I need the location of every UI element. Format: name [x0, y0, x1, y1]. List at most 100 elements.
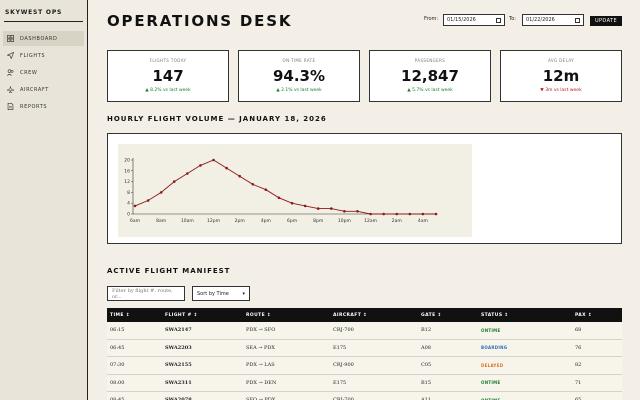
- data-point: [303, 204, 307, 208]
- cell-flight: SWA2203: [165, 344, 192, 351]
- brand-divider: [4, 21, 83, 22]
- kpi-value: 147: [152, 67, 184, 85]
- table-row[interactable]: 06:15 SWA2147 PDX → SFO CRJ-700 B12 ONTIME 68: [107, 322, 622, 340]
- data-point: [251, 183, 255, 186]
- data-point: [408, 212, 412, 216]
- y-tick-label: 20: [124, 158, 130, 164]
- document-icon: [7, 103, 14, 110]
- data-point: [238, 174, 241, 178]
- data-point: [421, 212, 425, 216]
- column-header-time[interactable]: TIME ↕: [110, 312, 131, 318]
- sidebar-item-label: FLIGHTS: [20, 52, 46, 59]
- cell-status: ONTIME: [481, 380, 501, 386]
- cell-aircraft: E175: [333, 344, 347, 351]
- cell-pax: 71: [575, 379, 582, 386]
- cell-gate: C05: [421, 362, 432, 369]
- cell-flight: SWA2155: [165, 362, 192, 369]
- sort-select[interactable]: Sort by Time ▾: [192, 286, 250, 301]
- cell-gate: A08: [421, 344, 431, 351]
- kpi-card-on-time-rate: ON-TIME RATE 94.3% ▲ 2.1% vs last week: [238, 50, 360, 102]
- cell-flight: SWA2078: [165, 392, 192, 400]
- cell-aircraft: CRJ-700: [333, 392, 354, 400]
- y-tick-label: 4: [127, 201, 130, 207]
- data-point: [290, 201, 294, 205]
- sidebar-item-dashboard[interactable]: DASHBOARD: [3, 31, 84, 46]
- x-tick-label: 10pm: [338, 218, 351, 224]
- cell-route: PDX → DEN: [246, 379, 277, 386]
- kpi-delta: ▼ 3m vs last week: [540, 88, 582, 93]
- update-button[interactable]: UPDATE: [590, 16, 622, 26]
- sidebar: SKYWEST OPS DASHBOARD FLIGHTS CREW AIRCR…: [0, 0, 88, 400]
- kpi-card-passengers: PASSENGERS 12,847 ▲ 5.7% vs last week: [369, 50, 491, 102]
- sort-select-value: Sort by Time: [197, 290, 229, 297]
- kpi-label: PASSENGERS: [414, 58, 446, 63]
- sidebar-item-reports[interactable]: REPORTS: [3, 99, 84, 114]
- data-point: [146, 199, 150, 202]
- cell-time: 06:15: [110, 327, 125, 334]
- table-row[interactable]: 08:45 SWA2078 SFO → PDX CRJ-700 A11 ONTIME 65: [107, 392, 622, 400]
- sidebar-item-flights[interactable]: FLIGHTS: [3, 48, 84, 63]
- column-header-status[interactable]: STATUS ↕: [481, 312, 509, 318]
- cell-status: ONTIME: [481, 392, 500, 400]
- to-date-input[interactable]: 01/22/2026: [522, 14, 584, 26]
- manifest-table: TIME ↕ FLIGHT # ↕ ROUTE ↕ AIRCRAFT ↕ GAT…: [107, 308, 622, 400]
- paper-plane-icon: [7, 52, 14, 59]
- x-tick-label: 4am: [418, 218, 428, 224]
- cell-gate: B12: [421, 327, 432, 334]
- brand-title: SKYWEST OPS: [5, 9, 63, 16]
- data-point: [395, 212, 399, 216]
- column-header-pax[interactable]: PAX ↕: [575, 312, 593, 318]
- to-date-value: 01/22/2026: [526, 17, 555, 23]
- kpi-label: ON-TIME RATE: [282, 58, 316, 63]
- to-label: To:: [509, 16, 516, 22]
- data-point: [434, 212, 438, 216]
- kpi-delta: ▲ 5.7% vs last week: [407, 88, 453, 93]
- kpi-card-avg-delay: AVG DELAY 12m ▼ 3m vs last week: [500, 50, 622, 102]
- chart-section-title: HOURLY FLIGHT VOLUME — JANUARY 18, 2026: [107, 115, 327, 123]
- table-row[interactable]: 08:00 SWA2311 PDX → DEN E175 B15 ONTIME 71: [107, 374, 622, 392]
- cell-flight: SWA2311: [165, 379, 192, 386]
- data-point: [172, 180, 176, 183]
- calendar-icon[interactable]: [496, 17, 501, 23]
- cell-flight: SWA2147: [165, 327, 192, 334]
- cell-status: DELAYED: [481, 362, 504, 368]
- x-tick-label: 8am: [156, 218, 166, 224]
- cell-aircraft: CRJ-900: [333, 362, 354, 369]
- cell-route: SEA → PDX: [246, 344, 275, 351]
- x-tick-label: 6pm: [287, 218, 297, 224]
- y-tick-label: 16: [124, 168, 130, 174]
- table-row[interactable]: 06:45 SWA2203 SEA → PDX E175 A08 BOARDING 76: [107, 339, 622, 357]
- sidebar-item-label: REPORTS: [20, 103, 48, 110]
- kpi-value: 12m: [542, 67, 580, 85]
- data-point: [356, 210, 359, 213]
- cell-gate: B15: [421, 379, 432, 386]
- cell-status: BOARDING: [481, 345, 508, 351]
- from-date-input[interactable]: 01/15/2026: [443, 14, 505, 26]
- grid-icon: [7, 35, 14, 42]
- kpi-delta: ▲ 2.1% vs last week: [276, 88, 322, 93]
- sidebar-item-aircraft[interactable]: AIRCRAFT: [3, 82, 84, 97]
- cell-time: 08:45: [110, 392, 124, 400]
- kpi-label: FLIGHTS TODAY: [149, 58, 187, 63]
- chart-panel: 0 4 8 12 16 20 6am 8am 10am 12pm 2pm 4pm 6pm 8pm 10pm 1…: [107, 133, 622, 244]
- column-header-route[interactable]: ROUTE ↕: [246, 312, 272, 318]
- data-point: [277, 196, 281, 200]
- table-row[interactable]: 07:30 SWA2155 PDX → LAS CRJ-900 C05 DELAYED 82: [107, 357, 622, 375]
- from-date-value: 01/15/2026: [447, 17, 476, 23]
- data-point: [159, 191, 163, 194]
- sidebar-item-crew[interactable]: CREW: [3, 65, 84, 80]
- data-point: [225, 166, 228, 170]
- calendar-icon[interactable]: [575, 17, 580, 23]
- x-tick-label: 6am: [130, 218, 140, 224]
- column-header-flight[interactable]: FLIGHT # ↕: [165, 312, 198, 318]
- kpi-delta: ▲ 8.2% vs last week: [145, 88, 191, 93]
- filter-input[interactable]: Filter by flight #, route, or...: [107, 286, 185, 301]
- x-tick-label: 12pm: [207, 218, 220, 224]
- cell-route: PDX → LAS: [246, 362, 275, 369]
- column-header-gate[interactable]: GATE ↕: [421, 312, 442, 318]
- cell-pax: 65: [575, 392, 581, 400]
- y-tick-label: 0: [127, 212, 130, 218]
- cell-aircraft: E175: [333, 379, 347, 386]
- column-header-aircraft[interactable]: AIRCRAFT ↕: [333, 312, 368, 318]
- airplane-icon: [7, 86, 14, 93]
